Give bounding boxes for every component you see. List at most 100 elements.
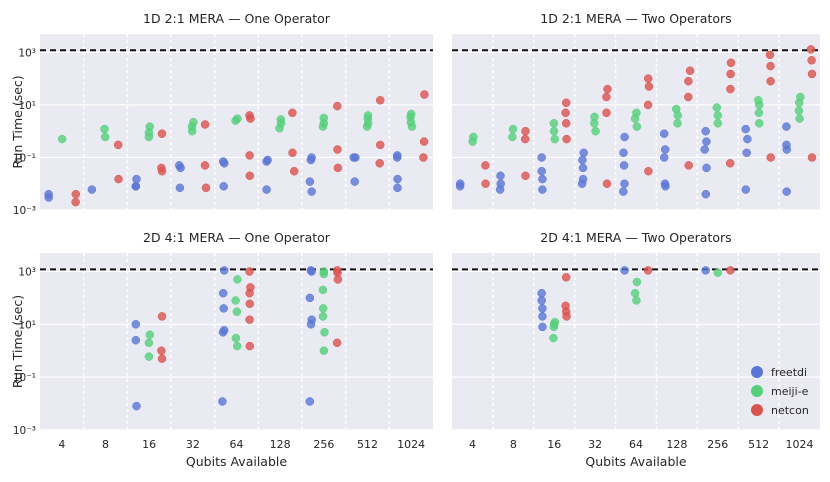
data-point-meiji-e	[549, 333, 558, 343]
data-point-freetdi	[579, 148, 588, 158]
data-point-netcon	[684, 92, 693, 102]
data-point-freetdi	[782, 122, 791, 131]
data-point-freetdi	[131, 320, 141, 329]
data-point-netcon	[561, 119, 571, 128]
data-point-freetdi	[659, 129, 669, 138]
data-point-freetdi	[538, 322, 547, 332]
data-point-freetdi	[742, 148, 751, 158]
data-point-freetdi	[175, 183, 185, 193]
data-point-netcon	[71, 189, 81, 199]
x-axis-label: Qubits Available	[585, 454, 686, 469]
legend-label-netcon: netcon	[771, 404, 809, 417]
data-point-freetdi	[741, 185, 751, 194]
data-point-freetdi	[495, 185, 505, 194]
data-point-meiji-e	[591, 126, 600, 136]
x-axis-label: Qubits Available	[186, 454, 287, 469]
data-point-netcon	[807, 69, 817, 79]
data-point-freetdi	[538, 304, 547, 313]
data-point-meiji-e	[318, 304, 328, 313]
data-point-meiji-e	[318, 122, 328, 131]
x-tick-label: 8	[102, 438, 109, 451]
data-point-meiji-e	[549, 126, 559, 136]
data-point-netcon	[603, 84, 612, 94]
y-tick-label: 10⁻³	[13, 425, 36, 437]
data-point-freetdi	[44, 193, 53, 202]
data-point-netcon	[602, 179, 612, 188]
x-tick-label: 1024	[786, 438, 814, 451]
data-point-meiji-e	[632, 108, 641, 118]
panel-title: 1D 2:1 MERA — One Operator	[143, 11, 331, 26]
panel-1d-one-operator: 1D 2:1 MERA — One Operator 10⁻³ 10⁻¹ 10¹ 10³…	[10, 11, 433, 217]
data-point-netcon	[766, 153, 775, 162]
data-point-netcon	[561, 273, 571, 282]
data-point-freetdi	[219, 182, 228, 191]
data-point-freetdi	[306, 320, 316, 329]
data-point-netcon	[114, 174, 123, 184]
data-point-freetdi	[701, 266, 710, 275]
data-point-netcon	[245, 267, 254, 276]
data-point-meiji-e	[754, 108, 764, 118]
data-point-freetdi	[537, 296, 546, 305]
data-point-meiji-e	[673, 119, 682, 128]
data-point-meiji-e	[796, 92, 805, 102]
x-tick-label: 64	[230, 438, 244, 451]
data-point-freetdi	[701, 126, 710, 136]
data-point-freetdi	[701, 189, 711, 199]
x-tick-label: 256	[707, 438, 728, 451]
data-point-netcon	[245, 288, 254, 298]
x-tick-label: 4	[469, 438, 476, 451]
data-point-netcon	[333, 145, 342, 154]
data-point-meiji-e	[508, 132, 517, 142]
data-point-meiji-e	[794, 106, 804, 115]
data-point-netcon	[375, 96, 385, 105]
data-point-netcon	[643, 266, 653, 275]
data-point-freetdi	[578, 155, 587, 165]
x-tick-label: 32	[588, 438, 602, 451]
panel-title: 2D 4:1 MERA — One Operator	[143, 230, 331, 245]
data-point-netcon	[419, 137, 429, 146]
data-point-netcon	[685, 66, 695, 75]
data-point-meiji-e	[549, 322, 559, 332]
data-point-freetdi	[702, 137, 711, 146]
data-point-meiji-e	[590, 112, 599, 122]
data-point-freetdi	[577, 179, 587, 188]
y-tick-label: 10⁻¹	[13, 372, 36, 384]
data-point-freetdi	[218, 157, 228, 166]
data-point-netcon	[288, 148, 297, 158]
x-tick-label: 16	[142, 438, 156, 451]
data-point-meiji-e	[144, 352, 154, 361]
data-point-freetdi	[496, 171, 505, 181]
data-point-freetdi	[305, 397, 315, 406]
data-point-netcon	[375, 159, 384, 168]
x-tick-label: 1024	[397, 438, 425, 451]
data-point-netcon	[562, 312, 571, 321]
data-point-netcon	[481, 161, 490, 170]
panel-title: 1D 2:1 MERA — Two Operators	[540, 11, 731, 26]
data-point-meiji-e	[630, 288, 640, 298]
data-point-meiji-e	[713, 268, 723, 277]
data-point-freetdi	[132, 401, 141, 411]
data-point-freetdi	[619, 187, 628, 196]
y-tick-label: 10³	[18, 266, 36, 278]
x-tick-label: 16	[547, 438, 561, 451]
data-point-netcon	[562, 134, 571, 144]
legend: freetdi meiji-e netcon	[751, 366, 809, 417]
data-point-meiji-e	[318, 312, 328, 321]
data-point-netcon	[561, 98, 571, 108]
data-point-meiji-e	[232, 341, 242, 351]
data-point-freetdi	[537, 153, 546, 162]
data-point-netcon	[332, 338, 342, 348]
data-point-freetdi	[262, 185, 271, 194]
y-tick-label: 10¹	[18, 100, 36, 112]
data-point-meiji-e	[632, 122, 642, 131]
legend-marker-netcon	[751, 404, 763, 416]
data-point-meiji-e	[232, 307, 242, 316]
panel-title: 2D 4:1 MERA — Two Operators	[540, 230, 731, 245]
y-tick-label: 10⁻¹	[13, 152, 36, 164]
data-point-netcon	[725, 159, 735, 168]
y-axis-label: Run Time (sec)	[10, 295, 25, 388]
data-point-meiji-e	[275, 123, 284, 133]
data-point-freetdi	[782, 145, 792, 154]
data-point-netcon	[157, 312, 167, 321]
